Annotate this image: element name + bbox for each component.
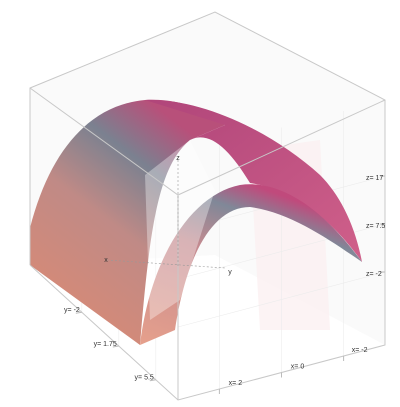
z-axis-label: z <box>176 155 180 162</box>
tick-mark <box>112 345 119 348</box>
z-tick-label: z= 17 <box>366 175 383 182</box>
grid-line <box>177 271 386 328</box>
y-axis-label: y <box>228 269 232 276</box>
y-tick-label: y= 5.5 <box>135 375 154 382</box>
x-tick-label: x= -2 <box>352 347 368 354</box>
y-tick-label: y= -2 <box>64 307 80 314</box>
surface <box>30 99 362 345</box>
z-tick-label: z= 7.5 <box>366 223 385 230</box>
axis-lines <box>106 160 226 269</box>
tick-mark <box>149 379 156 382</box>
z-tick-label: z= -2 <box>366 271 382 278</box>
y-tick-label: y= 1.75 <box>94 341 117 348</box>
tick-mark <box>75 311 82 314</box>
x-axis-label: x <box>104 257 108 264</box>
x-tick-label: x= 0 <box>291 363 305 370</box>
x-tick-label: x= 2 <box>229 380 243 387</box>
